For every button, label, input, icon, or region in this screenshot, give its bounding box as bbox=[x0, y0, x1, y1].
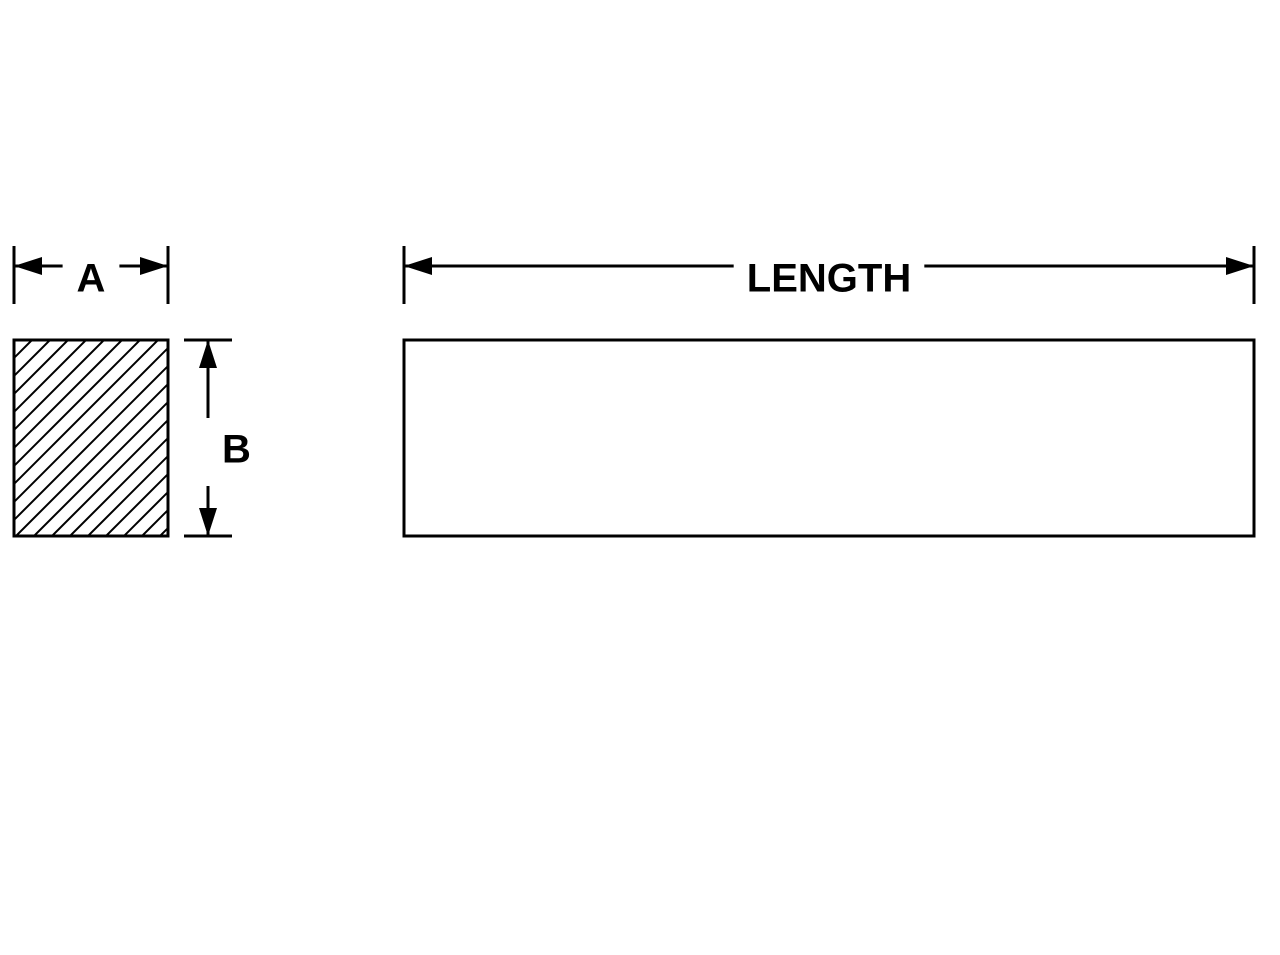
cross-section bbox=[0, 340, 374, 536]
dimension-length-arrow-right bbox=[1226, 257, 1254, 275]
dimension-b: B bbox=[184, 340, 251, 536]
dimension-b-arrow-top bbox=[199, 340, 217, 368]
dimension-length-arrow-left bbox=[404, 257, 432, 275]
dimension-b-label: B bbox=[222, 428, 251, 472]
dimension-a-arrow-right bbox=[140, 257, 168, 275]
dimension-a-arrow-left bbox=[14, 257, 42, 275]
dimension-diagram: A B LENGTH bbox=[0, 0, 1280, 955]
dimension-length-label: LENGTH bbox=[747, 257, 911, 301]
dimension-a: A bbox=[14, 246, 168, 304]
dimension-a-label: A bbox=[77, 257, 106, 301]
cross-section-outline bbox=[14, 340, 168, 536]
side-view-outline bbox=[404, 340, 1254, 536]
dimension-b-arrow-bottom bbox=[199, 508, 217, 536]
dimension-length: LENGTH bbox=[404, 238, 1254, 304]
